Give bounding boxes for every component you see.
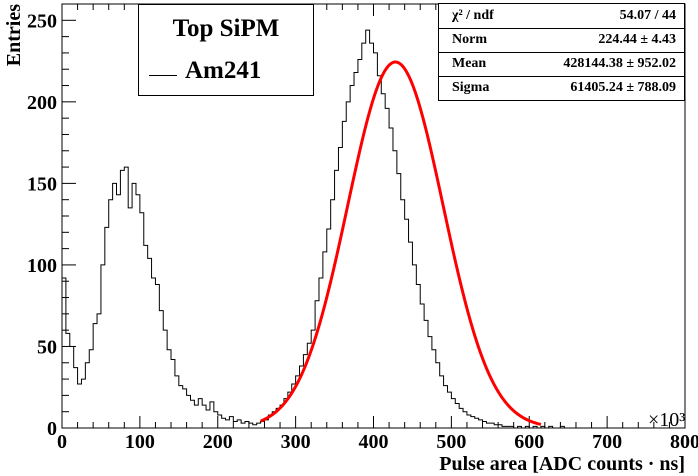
stats-row-chi2: χ² / ndf 54.07 / 44 (439, 4, 684, 28)
stats-divider (439, 28, 684, 29)
stats-value: 61405.24 ± 788.09 (570, 80, 676, 95)
x-tick-label: 800 (670, 431, 698, 453)
stats-row-norm: Norm 224.44 ± 4.43 (439, 28, 684, 52)
y-tick-label: 200 (27, 92, 57, 114)
fit-stats-box: χ² / ndf 54.07 / 44 Norm 224.44 ± 4.43 M… (438, 3, 685, 101)
x-tick-label: 300 (281, 431, 311, 453)
stats-row-sigma: Sigma 61405.24 ± 788.09 (439, 76, 684, 100)
x-tick-label: 700 (592, 431, 622, 453)
gaussian-fit-curve (259, 60, 542, 426)
y-axis-title: Entries (3, 4, 25, 66)
y-tick-label: 0 (47, 418, 57, 440)
legend-line-swatch (149, 75, 177, 76)
stats-key: χ² / ndf (452, 8, 494, 23)
histogram-series-am241 (62, 29, 569, 429)
x-tick-label: 200 (203, 431, 233, 453)
x-axis-ticks: 0 100 200 300 400 500 600 700 800 (57, 4, 698, 453)
stats-value: 428144.38 ± 952.02 (563, 56, 676, 71)
legend-entry-am241: Am241 (185, 57, 262, 84)
y-tick-label: 150 (27, 173, 57, 195)
x-tick-label: 600 (514, 431, 544, 453)
stats-key: Sigma (452, 80, 490, 95)
legend-title: Top SiPM (172, 15, 280, 42)
x-tick-label: 100 (125, 431, 155, 453)
stats-divider (439, 52, 684, 53)
x-axis-title: Pulse area [ADC counts · ns] (439, 453, 685, 475)
y-tick-label: 50 (37, 336, 57, 358)
x-axis-exponent: ×10³ (648, 409, 685, 431)
stats-value: 54.07 / 44 (619, 8, 676, 23)
x-tick-label: 400 (359, 431, 389, 453)
y-tick-label: 100 (27, 255, 57, 277)
x-tick-label: 0 (57, 431, 67, 453)
x-tick-label: 500 (436, 431, 466, 453)
stats-key: Norm (452, 32, 487, 47)
legend: Top SiPM Am241 (138, 4, 314, 96)
stats-row-mean: Mean 428144.38 ± 952.02 (439, 52, 684, 76)
stats-key: Mean (452, 56, 487, 71)
y-axis-ticks: 0 50 100 150 200 250 (27, 3, 76, 440)
y-tick-label: 250 (27, 10, 57, 32)
stats-divider (439, 76, 684, 77)
stats-value: 224.44 ± 4.43 (598, 32, 676, 47)
